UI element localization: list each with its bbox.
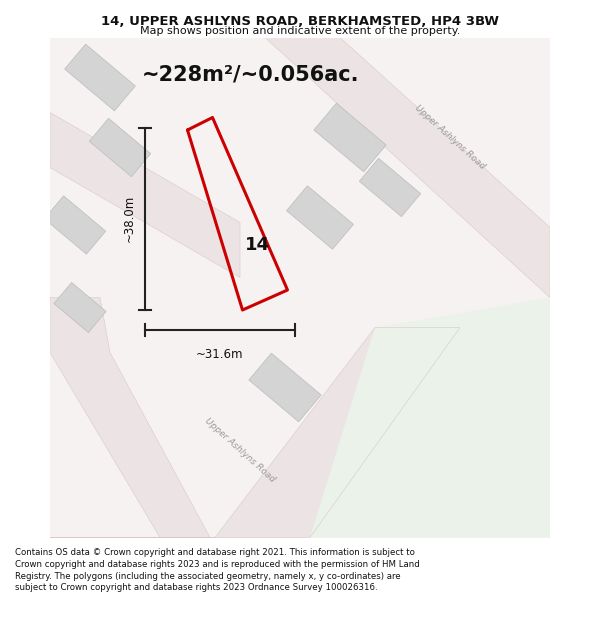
Text: 14, UPPER ASHLYNS ROAD, BERKHAMSTED, HP4 3BW: 14, UPPER ASHLYNS ROAD, BERKHAMSTED, HP4… [101,15,499,28]
Polygon shape [50,112,240,278]
Polygon shape [265,38,550,298]
Text: Upper Ashlyns Road: Upper Ashlyns Road [413,104,487,171]
Polygon shape [65,44,136,111]
Text: ~31.6m: ~31.6m [196,348,244,361]
Polygon shape [89,118,151,177]
Polygon shape [359,158,421,217]
Text: Contains OS data © Crown copyright and database right 2021. This information is : Contains OS data © Crown copyright and d… [15,548,420,592]
Polygon shape [44,196,106,254]
Polygon shape [50,298,210,538]
Text: 14: 14 [245,236,270,254]
Polygon shape [50,328,460,538]
Polygon shape [310,298,550,538]
Text: Map shows position and indicative extent of the property.: Map shows position and indicative extent… [140,26,460,36]
Polygon shape [54,282,106,332]
Polygon shape [314,103,386,172]
Polygon shape [249,353,321,422]
Text: Upper Ashlyns Road: Upper Ashlyns Road [203,416,277,484]
Text: ~38.0m: ~38.0m [123,195,136,242]
Text: ~228m²/~0.056ac.: ~228m²/~0.056ac. [141,65,359,85]
Polygon shape [287,186,353,249]
